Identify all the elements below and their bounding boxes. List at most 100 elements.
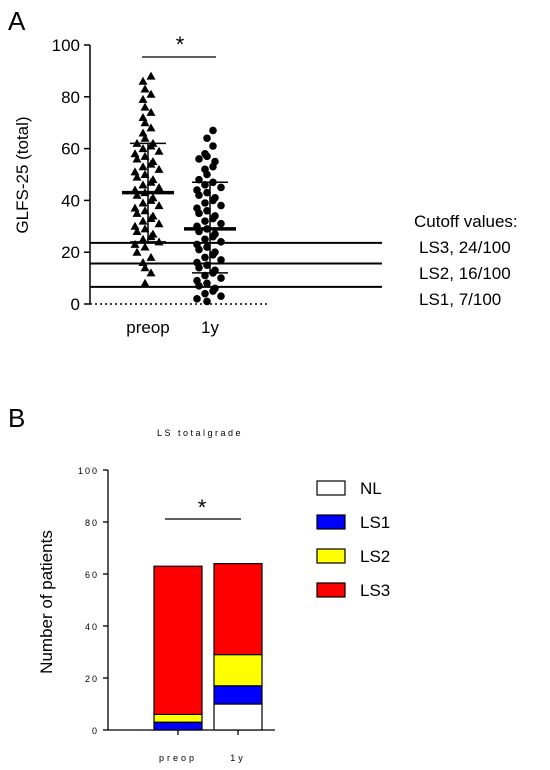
data-point-triangle xyxy=(130,221,140,230)
panel-b-ylabel: Number of patients xyxy=(37,530,56,674)
panel-a-significance: * xyxy=(142,32,216,58)
data-point-circle xyxy=(217,201,225,210)
data-point-triangle xyxy=(140,133,150,142)
data-point-circle xyxy=(217,183,225,192)
panel-a-ytick-label: 60 xyxy=(61,140,80,159)
data-point-circle xyxy=(209,214,217,223)
data-point-triangle xyxy=(138,258,148,267)
panel-a-xtick-label: preop xyxy=(126,318,169,337)
bar-segment-ls3 xyxy=(213,562,263,656)
legend-swatch-ls1 xyxy=(316,514,346,530)
data-point-circle xyxy=(217,219,225,228)
panel-b-legend: NL LS1 LS2 LS3 xyxy=(316,479,390,600)
data-point-triangle xyxy=(154,219,164,228)
data-point-triangle xyxy=(140,118,150,127)
data-point-triangle xyxy=(138,113,148,122)
data-point-triangle xyxy=(154,201,164,210)
panel-a-xtick-label: 1y xyxy=(201,318,219,337)
panel-b-ytick-label: 40 xyxy=(85,622,99,632)
data-point-circle xyxy=(203,206,211,215)
panel-a-ytick-label: 40 xyxy=(61,191,80,210)
data-point-triangle xyxy=(146,89,156,98)
data-point-circle xyxy=(209,232,217,241)
legend-label-nl: NL xyxy=(360,479,382,498)
data-point-triangle xyxy=(130,167,140,176)
bar-segment-nl xyxy=(213,703,263,731)
panel-a-ytick-label: 20 xyxy=(61,243,80,262)
data-point-circle xyxy=(217,256,225,264)
data-point-triangle xyxy=(132,190,142,199)
data-point-triangle xyxy=(154,182,164,191)
bar-segment-ls2 xyxy=(153,713,203,723)
data-point-triangle xyxy=(130,239,140,248)
data-point-triangle xyxy=(138,216,148,225)
significance-star: * xyxy=(176,32,185,57)
panel-b-title: LS totalgrade xyxy=(157,428,243,438)
cutoff-ls2: LS2, 16/100 xyxy=(419,264,511,283)
panel-b-bars xyxy=(153,562,263,731)
panel-a-points xyxy=(122,71,236,306)
bar-segment-ls3 xyxy=(153,565,203,716)
data-point-circle xyxy=(201,217,209,225)
data-point-circle xyxy=(203,152,211,161)
data-point-triangle xyxy=(138,76,148,85)
data-point-circle xyxy=(209,196,217,205)
data-point-triangle xyxy=(146,252,156,261)
cutoff-values-box: Cutoff values: LS3, 24/100 LS2, 16/100 L… xyxy=(414,212,518,309)
legend-swatch-ls3 xyxy=(316,582,346,598)
data-point-circle xyxy=(195,191,203,200)
data-point-circle xyxy=(217,292,225,301)
panel-b-significance: * xyxy=(165,495,241,520)
data-point-circle xyxy=(209,142,217,150)
data-point-triangle xyxy=(140,278,150,287)
panel-b-ytick-label: 20 xyxy=(85,674,99,684)
cutoff-ls3: LS3, 24/100 xyxy=(419,238,511,257)
panel-b-ytick-label: 60 xyxy=(85,570,99,580)
panel-a-ylabel: GLFS-25 (total) xyxy=(13,116,32,233)
significance-star: * xyxy=(198,495,207,520)
panel-b-label: B xyxy=(8,403,25,433)
data-point-triangle xyxy=(146,123,156,132)
data-point-circle xyxy=(217,274,225,282)
data-point-circle xyxy=(209,287,217,295)
data-point-triangle xyxy=(138,144,148,153)
data-point-triangle xyxy=(132,154,142,163)
data-point-circle xyxy=(201,289,209,298)
data-point-triangle xyxy=(146,107,156,116)
data-point-circle xyxy=(195,155,203,163)
data-point-triangle xyxy=(140,102,150,111)
bar-segment-ls1 xyxy=(213,685,263,705)
data-point-circle xyxy=(209,126,217,135)
data-point-circle xyxy=(201,253,209,262)
data-point-triangle xyxy=(130,203,140,212)
bar-segment-ls2 xyxy=(213,653,263,687)
panel-a-label: A xyxy=(8,6,26,36)
data-point-circle xyxy=(203,279,211,288)
data-point-triangle xyxy=(138,198,148,207)
panel-a-ytick-label: 100 xyxy=(52,36,80,55)
panel-a-ytick-label: 0 xyxy=(71,295,80,314)
data-point-circle xyxy=(193,295,201,303)
data-point-circle xyxy=(203,170,211,179)
data-point-circle xyxy=(203,134,211,143)
data-point-circle xyxy=(195,209,203,218)
data-point-triangle xyxy=(138,180,148,189)
data-point-triangle xyxy=(138,234,148,243)
cutoff-title: Cutoff values: xyxy=(414,212,518,231)
panel-a-reference-lines xyxy=(90,241,382,288)
data-point-triangle xyxy=(138,128,148,137)
panel-b-ytick-label: 80 xyxy=(85,518,99,528)
panel-a-axis: 0 20 40 60 80 100 preop 1y xyxy=(52,36,270,337)
data-point-circle xyxy=(195,263,203,272)
data-point-triangle xyxy=(146,71,156,80)
data-point-circle xyxy=(203,297,211,306)
data-point-circle xyxy=(195,245,203,254)
data-point-triangle xyxy=(140,263,150,272)
panel-a-ytick-label: 80 xyxy=(61,88,80,107)
data-point-triangle xyxy=(132,226,142,235)
data-point-triangle xyxy=(132,247,142,256)
panel-b-xtick-label: 1y xyxy=(230,753,246,763)
data-point-triangle xyxy=(130,149,140,158)
